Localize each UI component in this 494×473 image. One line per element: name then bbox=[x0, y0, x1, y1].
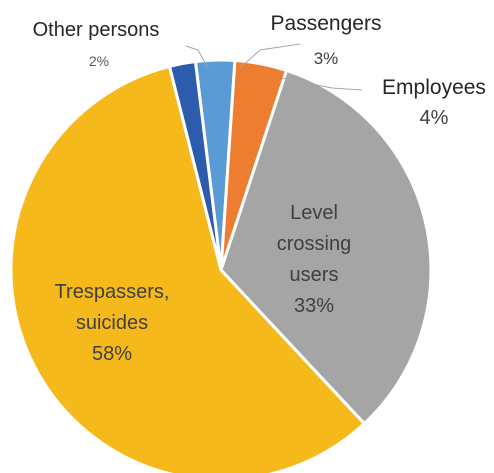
label-line-level-crossing-users-1: Level bbox=[290, 202, 338, 224]
label-other-persons: Other persons bbox=[33, 19, 160, 41]
pie-slices bbox=[11, 60, 431, 473]
percent-other-persons: 2% bbox=[89, 53, 109, 69]
percent-trespassers-suicides: 58% bbox=[92, 343, 132, 365]
label-line-level-crossing-users-3: users bbox=[290, 264, 339, 286]
percent-passengers: 3% bbox=[314, 49, 339, 68]
percent-employees: 4% bbox=[420, 107, 449, 129]
label-line-trespassers-suicides-1: Trespassers, bbox=[55, 281, 170, 303]
label-employees: Employees bbox=[382, 76, 486, 99]
label-line-level-crossing-users-2: crossing bbox=[277, 233, 351, 255]
label-line-trespassers-suicides-2: suicides bbox=[76, 312, 148, 334]
percent-level-crossing-users: 33% bbox=[294, 295, 334, 317]
label-passengers: Passengers bbox=[271, 12, 382, 35]
